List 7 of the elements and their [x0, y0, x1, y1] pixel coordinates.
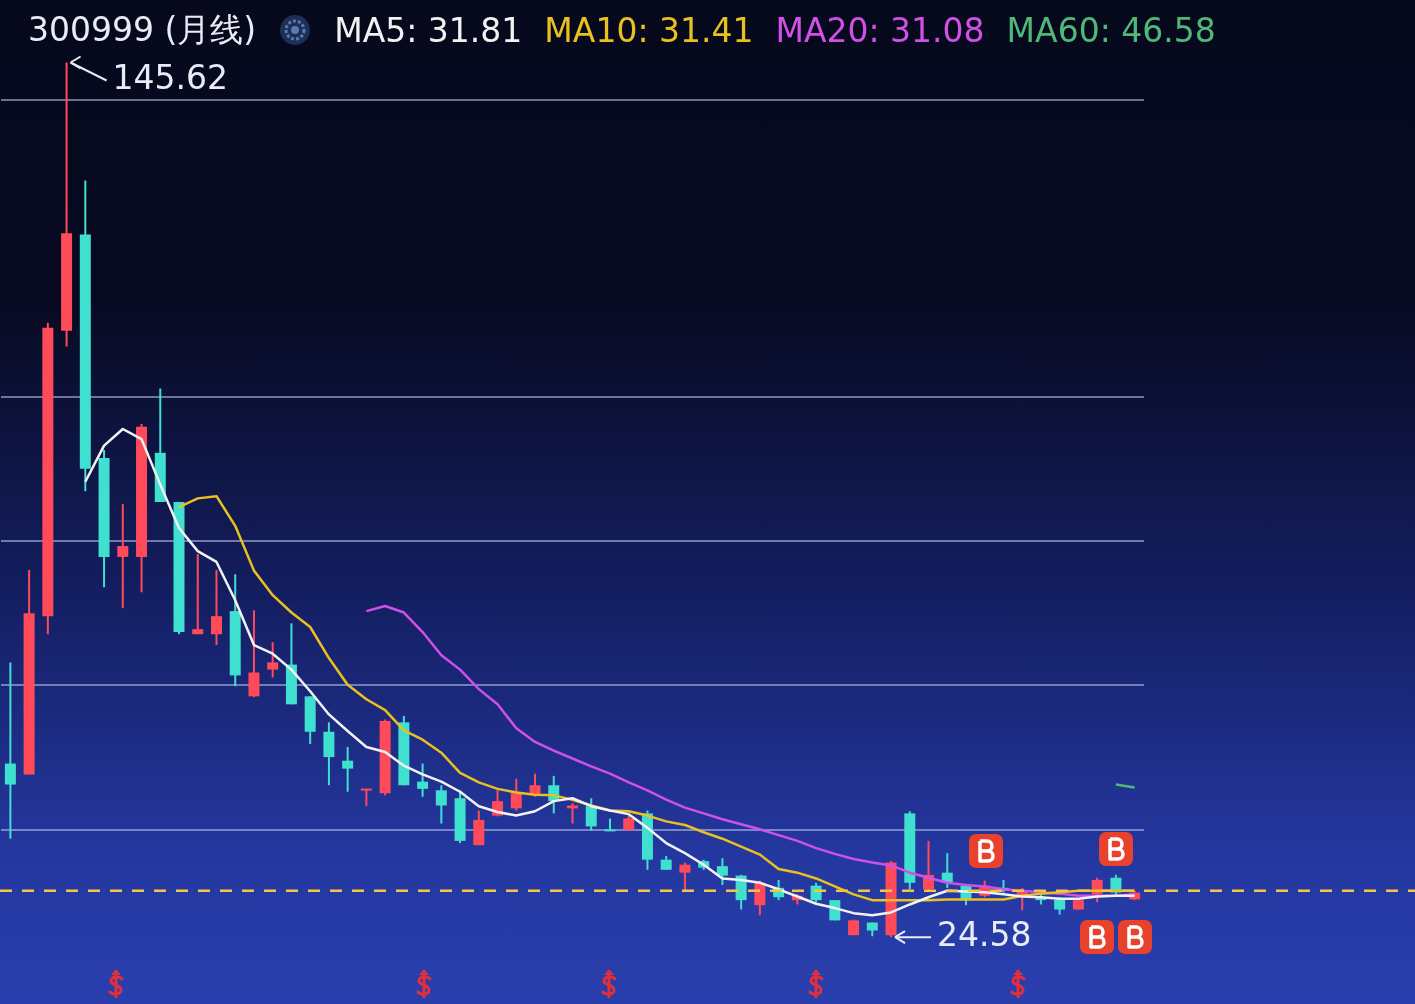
text: MA20: 31.08: [775, 10, 985, 50]
annotation: 24.58: [937, 914, 1032, 954]
text: MA5: 31.81: [334, 10, 523, 50]
text: MA10: 31.41: [544, 10, 754, 50]
text: MA60: 46.58: [1006, 10, 1216, 50]
chart-title: 300999 (月线): [28, 8, 257, 51]
annotation: 145.62: [112, 58, 229, 98]
